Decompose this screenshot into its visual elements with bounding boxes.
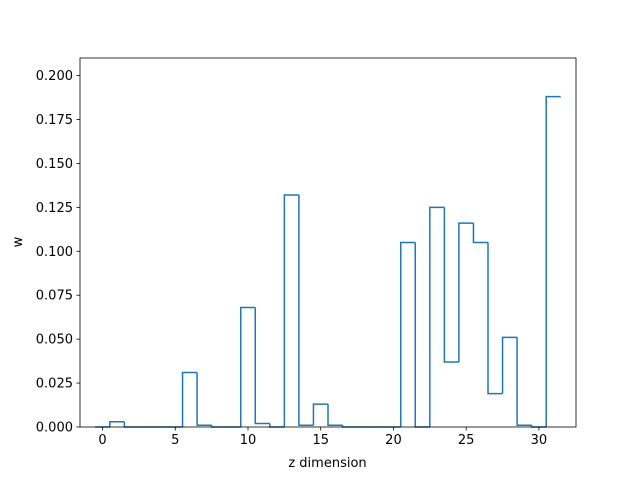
x-tick-label: 25 [458, 433, 475, 448]
y-tick-label: 0.050 [36, 333, 73, 348]
step-bin-15 [312, 403, 328, 426]
y-tick-label: 0.200 [36, 69, 73, 84]
step-bin-16 [327, 404, 343, 426]
plot-area [95, 95, 561, 428]
x-tick-label: 5 [171, 433, 179, 448]
step-bin-1 [109, 420, 125, 427]
x-tick-label: 30 [531, 433, 548, 448]
step-bin-31 [545, 95, 561, 427]
step-bin-28 [501, 336, 518, 394]
y-tick-label: 0.075 [36, 289, 73, 304]
step-bin-24 [443, 207, 459, 363]
step-bin-12 [269, 423, 285, 428]
y-tick-label: 0.125 [36, 201, 73, 216]
x-axis-label: z dimension [288, 456, 366, 471]
step-bin-14 [298, 195, 314, 426]
y-tick-label: 0.100 [36, 245, 73, 260]
axes: 0 5 10 15 20 25 30 0.000 0.025 0.050 0.075 0.100 0.1… [36, 57, 577, 448]
step-bin-2 [123, 421, 139, 428]
step-bin-6 [181, 371, 198, 427]
x-tick-label: 20 [385, 433, 402, 448]
step-bin-26 [472, 223, 488, 244]
step-bin-11 [254, 307, 270, 425]
y-tick-label: 0.025 [36, 377, 73, 392]
step-bin-22 [414, 242, 430, 428]
y-tick-label: 0.175 [36, 113, 73, 128]
axes-frame [79, 57, 577, 428]
x-tick-label: 10 [240, 433, 257, 448]
step-bin-21 [399, 241, 416, 427]
step-bin-13 [283, 194, 299, 427]
y-axis-label: w [11, 236, 26, 247]
step-bin-27 [487, 242, 503, 395]
y-tick-label: 0.000 [36, 421, 73, 436]
step-bin-25 [458, 222, 474, 362]
step-bin-29 [516, 337, 532, 426]
x-tick-label: 15 [312, 433, 329, 448]
step-bin-23 [429, 206, 445, 427]
y-tick-label: 0.150 [36, 157, 73, 172]
x-tick-label: 0 [98, 433, 106, 448]
step-bin-10 [239, 306, 256, 427]
step-bin-7 [196, 372, 212, 426]
